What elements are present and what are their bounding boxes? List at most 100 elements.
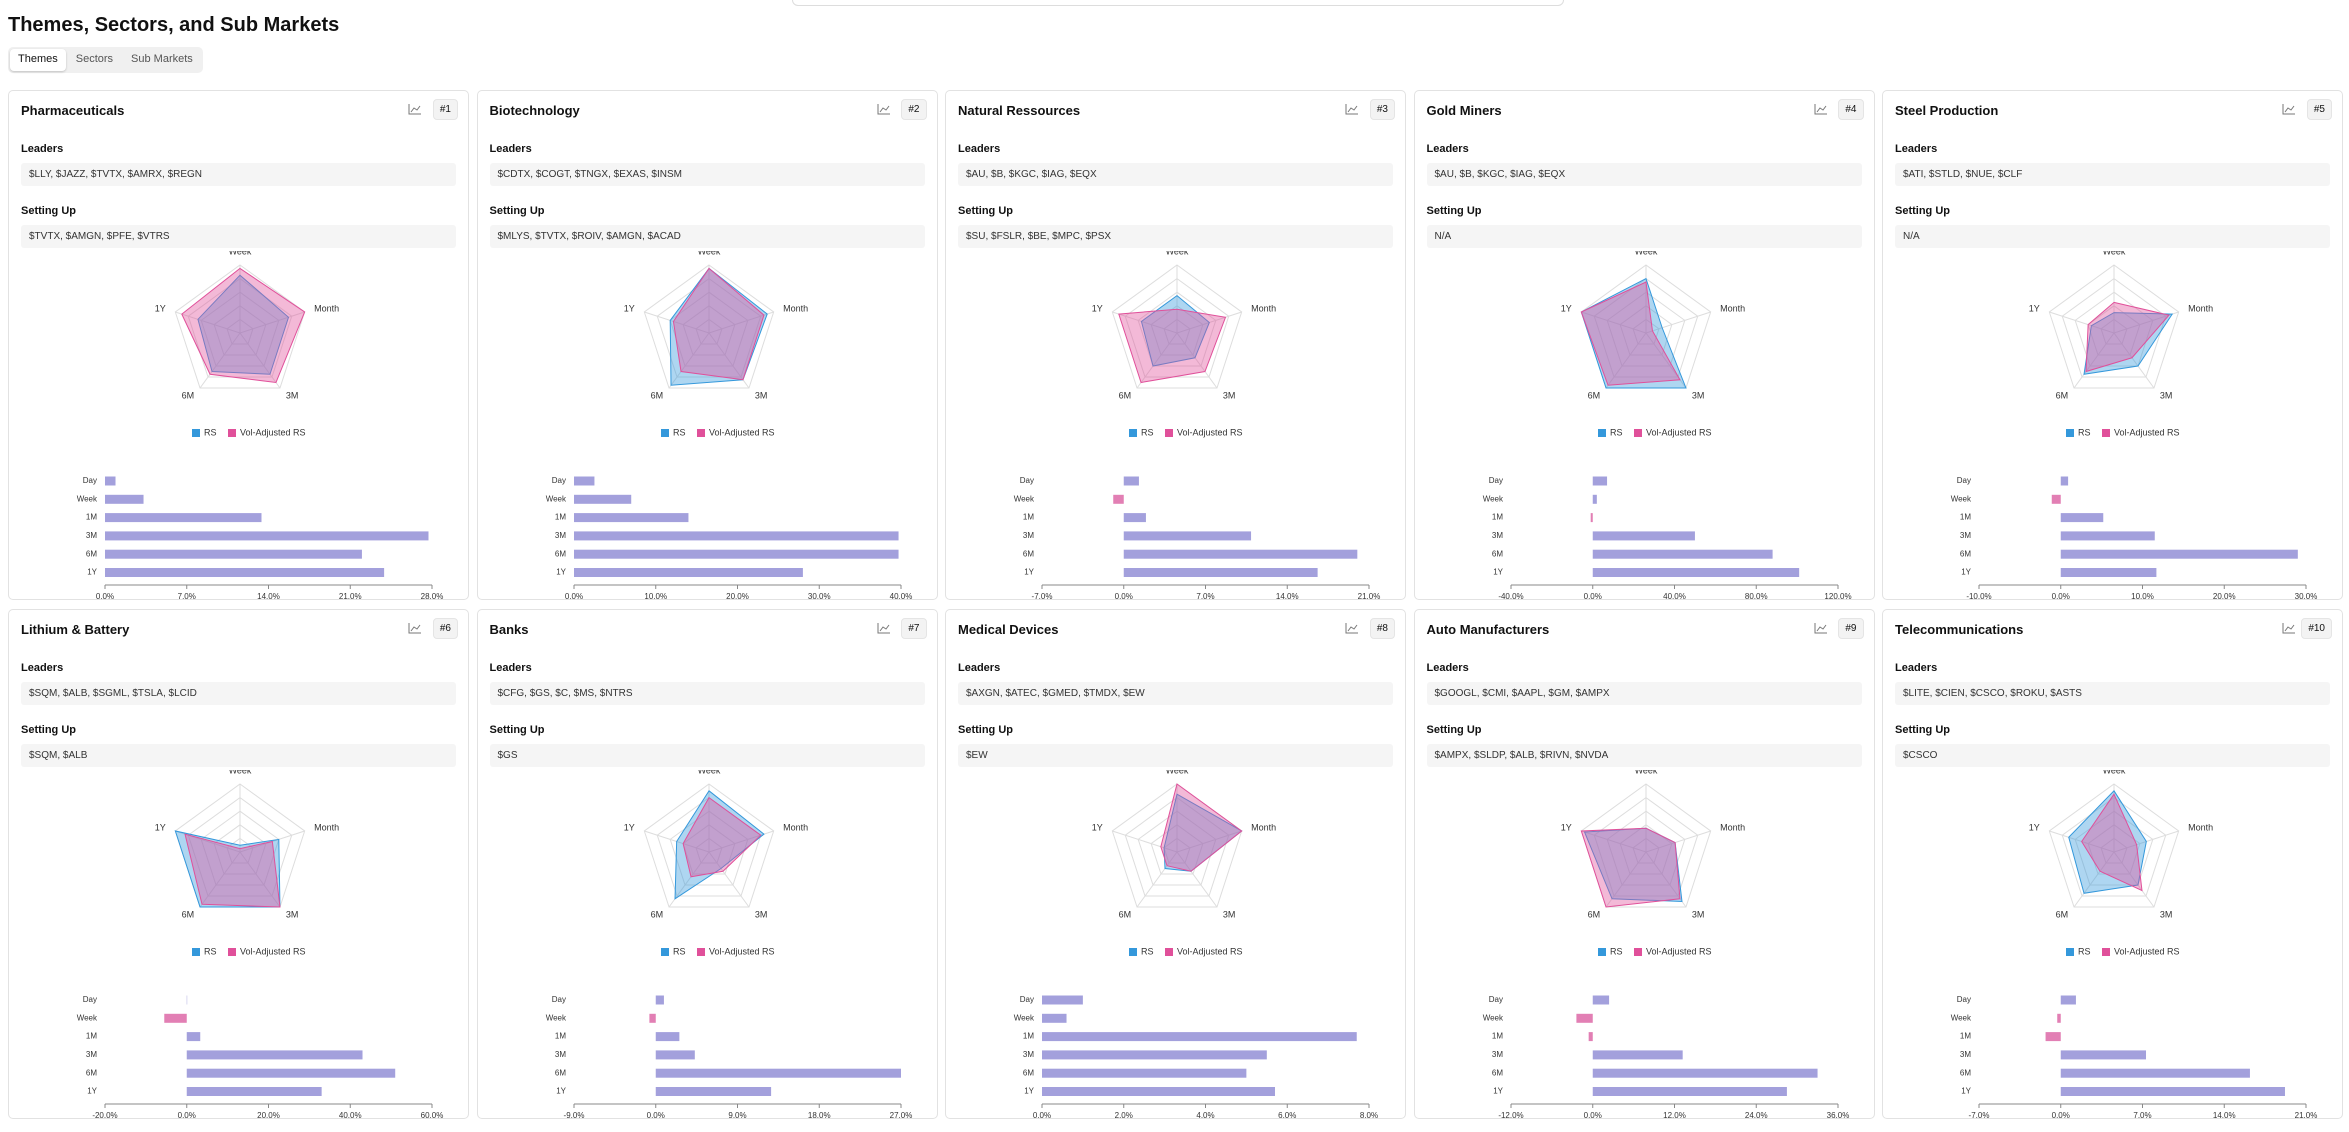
rank-badge: #5 <box>2306 99 2332 120</box>
card-title: Telecommunications <box>1895 622 2024 637</box>
x-tick-label: 0.0% <box>96 592 114 599</box>
x-tick-label: -10.0% <box>1966 592 1991 599</box>
search-box[interactable] <box>792 0 1564 6</box>
bar-category-label: Day <box>83 476 97 485</box>
x-tick-label: -7.0% <box>1969 1111 1990 1118</box>
radar-ring <box>2061 277 2167 378</box>
bar <box>2045 1032 2061 1042</box>
radar-axis-label: 1Y <box>623 303 634 313</box>
x-tick-label: 36.0% <box>1826 1111 1849 1118</box>
card: Steel Production #5 Leaders $ATI, $STLD, $N… <box>1882 90 2343 600</box>
bar-category-label: 3M <box>1023 1050 1034 1059</box>
x-tick-label: 7.0% <box>2133 1111 2151 1118</box>
chart-icon[interactable] <box>1345 103 1359 115</box>
radar-spoke <box>1112 311 1178 334</box>
x-tick-label: 40.0% <box>1663 592 1686 599</box>
chart-icon[interactable] <box>2282 103 2296 115</box>
chart-icon[interactable] <box>1814 622 1828 634</box>
radar-area <box>2081 793 2143 892</box>
icon-line <box>408 104 421 115</box>
card-title: Medical Devices <box>958 622 1059 637</box>
x-tick-label: 0.0% <box>1115 592 1133 599</box>
leaders-label: Leaders <box>1426 143 1469 155</box>
radar-axis-label: 6M <box>2056 909 2069 919</box>
card-title: Auto Manufacturers <box>1426 622 1550 637</box>
x-tick-label: 0.0% <box>1583 1111 1601 1118</box>
card: Banks #7 Leaders $CFG, $GS, $C, $MS, $NTRS S… <box>476 609 938 1119</box>
bar-category-label: 6M <box>1023 1068 1034 1077</box>
bar <box>1123 568 1318 577</box>
radar-ring <box>643 264 774 389</box>
chart-icon[interactable] <box>877 103 891 115</box>
legend-label: RS <box>1141 946 1154 956</box>
bar <box>1592 1087 1787 1096</box>
radar-spoke <box>1645 311 1711 334</box>
bar-category-label: 1Y <box>556 568 566 577</box>
legend-swatch <box>1129 948 1137 956</box>
setting-up-label: Setting Up <box>1895 205 1950 217</box>
legend-label: RS <box>1141 427 1154 437</box>
icon-line <box>877 623 890 634</box>
x-tick-label: 4.0% <box>1196 1111 1214 1118</box>
bar <box>2060 1068 2250 1078</box>
x-tick-label: -20.0% <box>92 1111 117 1118</box>
bar-category-label: 6M <box>554 1068 565 1077</box>
bar <box>2060 513 2104 523</box>
bar-category-label: 1Y <box>87 568 97 577</box>
radar-spoke <box>708 311 774 334</box>
bar <box>105 513 262 523</box>
radar-ring <box>1124 277 1230 378</box>
bar <box>105 531 429 541</box>
tab-bar: Themes Sectors Sub Markets <box>8 47 203 73</box>
radar-area <box>184 833 281 908</box>
bar-category-label: Day <box>1488 995 1502 1004</box>
radar-spoke <box>2073 851 2115 908</box>
legend-label: Vol-Adjusted RS <box>1646 946 1712 956</box>
icon-line <box>1814 104 1827 115</box>
bar-category-label: 3M <box>86 531 97 540</box>
x-tick-label: 8.0% <box>1360 1111 1378 1118</box>
x-tick-label: 27.0% <box>889 1111 912 1118</box>
bar-category-label: 6M <box>1491 549 1502 558</box>
bar-category-label: 1M <box>1491 1032 1502 1041</box>
legend-swatch <box>2102 948 2110 956</box>
radar-axis-label: 1Y <box>1560 822 1571 832</box>
radar-axis-label: Week <box>1634 251 1657 256</box>
card-charts: Week Month 3M 6M 1Y RS Vol-Adjusted RS Day Week 1… <box>1951 770 2318 1118</box>
x-tick-label: 0.0% <box>178 1111 196 1118</box>
chart-icon[interactable] <box>1345 622 1359 634</box>
tab[interactable]: Sectors <box>75 53 114 65</box>
radar-ring <box>643 783 774 908</box>
radar-axis-label: 3M <box>2160 909 2173 919</box>
radar-ring <box>1150 305 1204 356</box>
radar-axis-label: Month <box>2188 822 2213 832</box>
legend-swatch <box>1633 948 1642 956</box>
legend-swatch <box>2066 429 2074 437</box>
tab[interactable]: Sub Markets <box>131 53 193 65</box>
bar <box>2051 494 2061 504</box>
radar-ring <box>1163 318 1191 345</box>
chart-icon[interactable] <box>408 103 422 115</box>
card-charts: Week Month 3M 6M 1Y RS Vol-Adjusted RS Day Week 1… <box>77 770 444 1118</box>
x-tick-label: 2.0% <box>1115 1111 1133 1118</box>
x-tick-label: 30.0% <box>2295 592 2318 599</box>
chart-icon[interactable] <box>1814 103 1828 115</box>
radar-spoke <box>199 332 241 389</box>
chart-icon[interactable] <box>877 622 891 634</box>
bar <box>1123 549 1358 559</box>
radar-area <box>1118 308 1227 384</box>
card-title: Biotechnology <box>489 103 580 118</box>
tab[interactable]: Themes <box>10 49 66 71</box>
chart-icon[interactable] <box>2282 622 2296 634</box>
bar <box>186 1087 322 1096</box>
radar-axis-label: 6M <box>182 909 195 919</box>
chart-icon[interactable] <box>408 622 422 634</box>
icon-line <box>2284 624 2295 632</box>
setting-up-box: $AMPX, $SLDP, $ALB, $RIVN, $NVDA <box>1426 744 1862 767</box>
radar-ring <box>1593 796 1698 897</box>
bar-category-label: 6M <box>1960 1068 1971 1077</box>
legend-label: Vol-Adjusted RS <box>1177 427 1243 437</box>
x-tick-label: 20.0% <box>257 1111 280 1118</box>
bar <box>105 549 362 559</box>
